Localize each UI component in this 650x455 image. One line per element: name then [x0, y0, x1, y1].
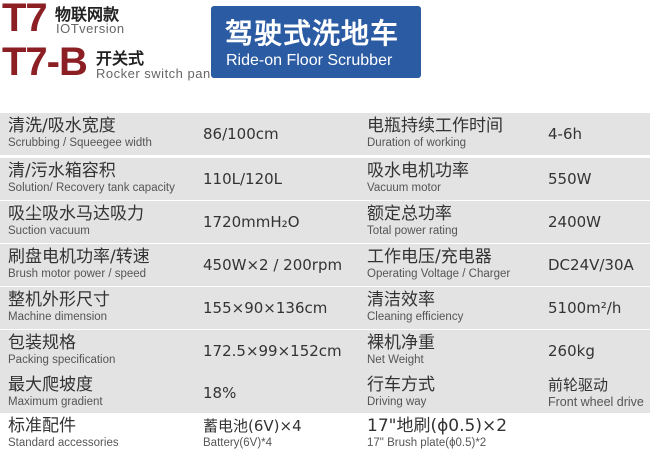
label-cn: 裸机净重	[367, 333, 435, 353]
label-cn: 最大爬坡度	[8, 375, 93, 395]
spec-row: 清/污水箱容积 Solution/ Recovery tank capacity 1…	[0, 158, 650, 200]
spec-value: 450W×2 / 200rpm	[203, 256, 343, 274]
spec-label-right: 吸水电机功率 Vacuum motor	[367, 161, 469, 195]
spec-value-right: 2400W	[548, 213, 602, 231]
label-en: Operating Voltage / Charger	[367, 268, 511, 280]
spec-label: 标准配件 Standard accessories	[8, 416, 119, 450]
value-cn: 蓄电池(6V)×4	[203, 417, 302, 435]
spec-value-right: 4-6h	[548, 125, 583, 143]
spec-value: 110L/120L	[203, 170, 283, 188]
label-en: Scrubbing / Squeegee width	[8, 137, 152, 149]
label-en: Packing specification	[8, 354, 116, 366]
model-t7-cn: 物联网款	[55, 5, 120, 24]
label-en: Machine dimension	[8, 311, 108, 323]
label-en: Cleaning efficiency	[367, 311, 464, 323]
label-en: 17" Brush plate(ϕ0.5)*2	[367, 437, 487, 449]
label-en: Standard accessories	[8, 437, 119, 449]
label-en: Solution/ Recovery tank capacity	[8, 182, 175, 194]
label-en: Maximum gradient	[8, 396, 103, 408]
label-cn: 工作电压/充电器	[367, 247, 492, 267]
label-en: Vacuum motor	[367, 182, 441, 194]
spec-row: 最大爬坡度 Maximum gradient 18% 行车方式 Driving way 前…	[0, 372, 650, 414]
label-cn: 清洗/吸水宽度	[8, 116, 116, 136]
label-cn: 刷盘电机功率/转速	[8, 247, 150, 267]
spec-label-right: 工作电压/充电器 Operating Voltage / Charger	[367, 247, 510, 281]
label-en: Brush motor power / speed	[8, 268, 147, 280]
label-en: Total power rating	[367, 225, 458, 237]
model-t7: T7	[2, 0, 48, 40]
spec-value-right: 5100m²/h	[548, 299, 622, 317]
spec-label-right: 清洁效率 Cleaning efficiency	[367, 290, 463, 324]
label-cn: 17"地刷(ϕ0.5)×2	[367, 416, 508, 436]
spec-value-right: DC24V/30A	[548, 256, 634, 274]
banner-title: 驾驶式洗地车	[225, 17, 400, 50]
label-en: Suction vacuum	[8, 225, 90, 237]
spec-value: 蓄电池(6V)×4 Battery(6V)*4	[203, 416, 302, 450]
spec-label-right: 裸机净重 Net Weight	[367, 333, 435, 367]
spec-row: 吸尘吸水马达吸力 Suction vacuum 1720mmH₂O 额定总功率 Tota…	[0, 201, 650, 243]
label-en: Duration of working	[367, 137, 467, 149]
spec-row: 清洗/吸水宽度 Scrubbing / Squeegee width 86/100c…	[0, 113, 650, 155]
spec-row: 刷盘电机功率/转速 Brush motor power / speed 450W×2…	[0, 244, 650, 286]
model-t7-en: IOTversion	[56, 21, 125, 36]
spec-row: 标准配件 Standard accessories 蓄电池(6V)×4 Battery…	[0, 413, 650, 455]
spec-value: 18%	[203, 384, 237, 402]
spec-value: 172.5×99×152cm	[203, 342, 342, 360]
spec-value-right: 550W	[548, 170, 592, 188]
spec-label: 吸尘吸水马达吸力 Suction vacuum	[8, 204, 144, 238]
spec-label: 整机外形尺寸 Machine dimension	[8, 290, 110, 324]
spec-row: 包装规格 Packing specification 172.5×99×152cm 裸…	[0, 330, 650, 372]
product-banner: 驾驶式洗地车 Ride-on Floor Scrubber	[211, 6, 421, 78]
spec-label: 清/污水箱容积 Solution/ Recovery tank capacity	[8, 161, 175, 195]
label-cn: 标准配件	[8, 416, 76, 436]
spec-value: 86/100cm	[203, 125, 279, 143]
spec-value: 155×90×136cm	[203, 299, 328, 317]
value-en: Battery(6V)*4	[203, 437, 273, 449]
model-t7b-cn: 开关式	[96, 49, 145, 68]
spec-label-right: 电瓶持续工作时间 Duration of working	[367, 116, 503, 150]
banner-subtitle: Ride-on Floor Scrubber	[226, 52, 393, 69]
label-cn: 电瓶持续工作时间	[367, 116, 503, 136]
label-cn: 清洁效率	[367, 290, 435, 310]
spec-label-right: 17"地刷(ϕ0.5)×2 17" Brush plate(ϕ0.5)*2	[367, 416, 507, 450]
spec-label-right: 额定总功率 Total power rating	[367, 204, 458, 238]
value-cn: 前轮驱动	[548, 376, 609, 394]
spec-value-right: 260kg	[548, 342, 595, 360]
label-cn: 吸水电机功率	[367, 161, 469, 181]
label-cn: 整机外形尺寸	[8, 290, 110, 310]
spec-value-right: 前轮驱动 Front wheel drive	[548, 375, 644, 409]
spec-row: 整机外形尺寸 Machine dimension 155×90×136cm 清洁效率 C…	[0, 287, 650, 329]
spec-value: 1720mmH₂O	[203, 213, 300, 231]
label-cn: 行车方式	[367, 375, 435, 395]
spec-label-right: 行车方式 Driving way	[367, 375, 435, 409]
label-cn: 包装规格	[8, 333, 76, 353]
label-en: Driving way	[367, 396, 427, 408]
model-t7b-en: Rocker switch panel	[96, 66, 222, 81]
label-cn: 吸尘吸水马达吸力	[8, 204, 144, 224]
spec-label: 最大爬坡度 Maximum gradient	[8, 375, 103, 409]
label-cn: 清/污水箱容积	[8, 161, 116, 181]
spec-label: 清洗/吸水宽度 Scrubbing / Squeegee width	[8, 116, 152, 150]
label-en: Net Weight	[367, 354, 424, 366]
label-cn: 额定总功率	[367, 204, 452, 224]
value-en: Front wheel drive	[548, 395, 644, 409]
spec-label: 刷盘电机功率/转速 Brush motor power / speed	[8, 247, 150, 281]
spec-label: 包装规格 Packing specification	[8, 333, 115, 367]
model-t7b: T7-B	[2, 40, 88, 84]
